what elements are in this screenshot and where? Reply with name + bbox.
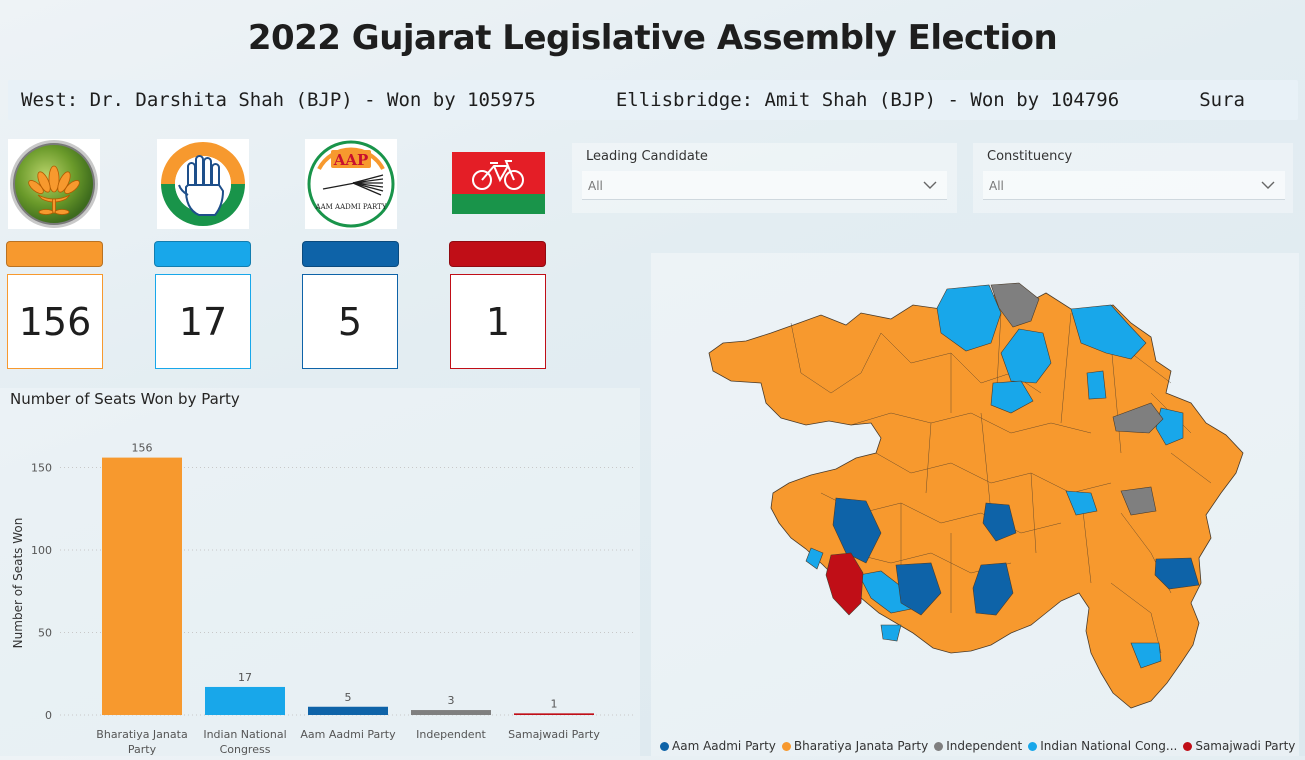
aap-color-swatch	[302, 241, 399, 267]
y-tick-label: 0	[45, 709, 52, 722]
chart-title: Number of Seats Won by Party	[10, 390, 240, 408]
map-region-aap[interactable]	[895, 562, 942, 616]
bar[interactable]	[308, 706, 388, 715]
sp-seat-card: 1	[450, 274, 546, 369]
map-region-inc[interactable]	[1065, 490, 1098, 516]
map-region-inc[interactable]	[1130, 642, 1162, 669]
aap-seat-count: 5	[337, 299, 363, 344]
constituency-map-panel	[651, 253, 1299, 756]
bar[interactable]	[102, 457, 182, 715]
x-tick-label: Samajwadi Party	[508, 728, 600, 741]
congress-hand-logo	[157, 139, 249, 229]
map-region-aap[interactable]	[832, 497, 882, 564]
map-region-inc[interactable]	[880, 624, 902, 642]
y-tick-label: 50	[38, 627, 52, 640]
y-axis-label: Number of Seats Won	[11, 518, 25, 649]
ticker-text: West: Dr. Darshita Shah (BJP) - Won by 1…	[21, 89, 1245, 111]
legend-label: Independent	[946, 739, 1023, 753]
leading-candidate-label: Leading Candidate	[586, 149, 708, 164]
aap-logo-subtext: AAM AADMI PARTY	[315, 203, 387, 211]
bar[interactable]	[514, 713, 594, 715]
legend-item[interactable]: Samajwadi Party	[1183, 739, 1295, 753]
legend-item[interactable]: Independent	[934, 739, 1022, 753]
legend-label: Indian National Cong...	[1040, 739, 1178, 753]
map-legend: Aam Aadmi Party Bharatiya Janata Party Ind…	[660, 739, 1301, 755]
map-region-aap[interactable]	[1154, 557, 1200, 590]
map-region-aap[interactable]	[972, 562, 1014, 616]
legend-label: Samajwadi Party	[1195, 739, 1296, 753]
leading-candidate-value: All	[588, 179, 603, 193]
sp-bicycle-logo	[452, 152, 545, 214]
map-region-inc[interactable]	[990, 380, 1034, 414]
map-region-inc[interactable]	[1000, 328, 1052, 384]
legend-dot-icon	[660, 742, 669, 751]
legend-dot-icon	[934, 742, 944, 751]
leading-candidate-dropdown[interactable]: All	[582, 171, 947, 200]
data-label: 3	[448, 694, 455, 707]
aap-seat-card: 5	[302, 274, 398, 369]
bjp-color-swatch	[6, 241, 103, 267]
x-tick-label: Bharatiya Janata Party	[96, 728, 187, 756]
data-label: 1	[551, 697, 558, 710]
bjp-seat-card: 156	[7, 274, 103, 369]
leading-candidate-filter: Leading Candidate All	[572, 143, 957, 213]
data-label: 17	[238, 671, 252, 684]
seats-bar-chart-panel: Number of Seats Won by Party Number of S…	[0, 388, 640, 756]
bar[interactable]	[205, 686, 285, 715]
congress-seat-card: 17	[155, 274, 251, 369]
bar[interactable]	[411, 710, 491, 715]
bjp-seat-count: 156	[18, 299, 92, 344]
map-region-ind[interactable]	[1120, 486, 1157, 516]
map-region-inc[interactable]	[1086, 370, 1107, 400]
data-label: 5	[345, 691, 352, 704]
map-region-inc[interactable]	[1070, 304, 1147, 360]
map-region-sp[interactable]	[825, 552, 864, 616]
aap-logo-text: AAP	[333, 151, 369, 169]
map-region-ind[interactable]	[990, 282, 1040, 328]
dashboard-title: 2022 Gujarat Legislative Assembly Electi…	[247, 18, 1058, 58]
legend-label: Aam Aadmi Party	[672, 739, 776, 753]
legend-item[interactable]: Indian National Cong...	[1028, 739, 1177, 753]
constituency-dropdown[interactable]: All	[983, 171, 1285, 200]
y-tick-label: 150	[31, 462, 52, 475]
legend-item[interactable]: Bharatiya Janata Party	[781, 739, 929, 753]
aap-broom-logo: AAP AAM AADMI PARTY	[305, 139, 397, 229]
chevron-down-icon	[1261, 177, 1275, 196]
legend-dot-icon	[781, 742, 791, 751]
map-region-inc[interactable]	[805, 547, 824, 570]
map-region-inc[interactable]	[936, 284, 1002, 352]
map-region-bjp[interactable]	[708, 288, 1244, 709]
seats-bar-chart: Number of Seats Won 0 50 100 150 156 Bharatiy…	[11, 442, 635, 756]
constituency-label: Constituency	[987, 149, 1073, 164]
bjp-lotus-logo	[8, 139, 100, 229]
legend-item[interactable]: Aam Aadmi Party	[660, 739, 776, 753]
congress-color-swatch	[154, 241, 251, 267]
chevron-down-icon	[923, 177, 937, 196]
constituency-value: All	[989, 179, 1004, 193]
x-tick-label: Independent	[416, 728, 486, 741]
map-region-aap[interactable]	[982, 502, 1017, 542]
map-region-ind[interactable]	[1112, 402, 1164, 434]
legend-dot-icon	[1028, 742, 1038, 751]
constituency-filter: Constituency All	[973, 143, 1293, 213]
legend-dot-icon	[1183, 742, 1193, 751]
x-tick-label: Aam Aadmi Party	[300, 728, 396, 741]
congress-seat-count: 17	[178, 299, 228, 344]
x-tick-label: Indian National Congress	[203, 728, 286, 756]
sp-color-swatch	[449, 241, 546, 267]
sp-seat-count: 1	[485, 299, 511, 344]
y-tick-label: 100	[31, 544, 52, 557]
gujarat-constituency-map[interactable]	[651, 253, 1299, 756]
data-label: 156	[132, 442, 153, 455]
results-ticker: West: Dr. Darshita Shah (BJP) - Won by 1…	[8, 80, 1298, 120]
legend-label: Bharatiya Janata Party	[793, 739, 929, 753]
